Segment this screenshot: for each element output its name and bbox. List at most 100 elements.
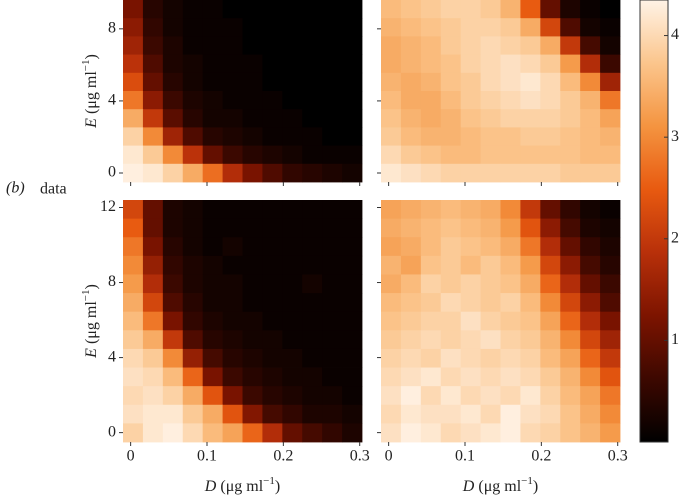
heat-cell bbox=[440, 255, 462, 275]
heat-cell bbox=[381, 255, 402, 275]
heat-cell bbox=[162, 311, 184, 331]
heat-cell bbox=[560, 18, 581, 37]
heat-cell bbox=[381, 348, 402, 368]
heat-cell bbox=[540, 0, 561, 19]
heat-cell bbox=[242, 386, 263, 406]
heat-cell bbox=[420, 163, 442, 183]
heat-cell bbox=[500, 72, 521, 92]
heat-cell bbox=[282, 218, 303, 238]
heat-cell bbox=[500, 330, 521, 350]
heat-cell bbox=[480, 330, 501, 350]
heat-cell bbox=[142, 423, 164, 443]
heat-cell bbox=[302, 404, 323, 424]
heat-cell bbox=[282, 330, 303, 350]
heat-cell bbox=[540, 386, 561, 406]
heat-cell bbox=[123, 367, 144, 387]
heat-cell bbox=[460, 54, 481, 74]
heat-cell bbox=[222, 18, 243, 37]
heat-cell bbox=[560, 218, 581, 238]
heat-cell bbox=[560, 36, 581, 55]
heat-cell bbox=[123, 404, 144, 424]
heat-cell bbox=[440, 367, 462, 387]
heat-cell bbox=[600, 54, 621, 74]
heat-cell bbox=[520, 145, 541, 165]
x-tick-label: 0.3 bbox=[608, 448, 628, 465]
heat-cell bbox=[480, 423, 501, 443]
heat-cell bbox=[460, 237, 481, 257]
heat-cell bbox=[202, 218, 223, 238]
heat-cell bbox=[322, 54, 343, 74]
heat-cell bbox=[322, 127, 343, 146]
heat-cell bbox=[282, 311, 303, 331]
heat-cell bbox=[142, 274, 164, 294]
heat-cell bbox=[560, 200, 581, 220]
heat-cell bbox=[202, 72, 223, 92]
heat-cell bbox=[302, 218, 323, 238]
heat-cell bbox=[222, 163, 243, 183]
heat-cell bbox=[322, 330, 343, 350]
heat-cell bbox=[162, 109, 184, 128]
heat-cell bbox=[540, 367, 561, 387]
heat-cell bbox=[600, 200, 621, 220]
y-tick-label: 12 bbox=[100, 198, 116, 215]
heat-cell bbox=[182, 109, 204, 128]
heat-cell bbox=[162, 72, 184, 92]
heat-cell bbox=[182, 0, 204, 19]
heat-cell bbox=[162, 274, 184, 294]
heat-cell bbox=[242, 145, 263, 165]
x-tick-label: 0.1 bbox=[197, 448, 217, 465]
y-tick-label: 0 bbox=[108, 164, 116, 181]
heat-cell bbox=[202, 423, 223, 443]
heat-cell bbox=[381, 0, 402, 19]
heat-cell bbox=[222, 293, 243, 313]
heat-cell bbox=[480, 367, 501, 387]
heat-cell bbox=[123, 36, 144, 55]
heat-cell bbox=[580, 311, 601, 331]
heat-cell bbox=[162, 163, 184, 183]
heat-cell bbox=[540, 218, 561, 238]
heat-cell bbox=[123, 330, 144, 350]
heat-cell bbox=[342, 91, 363, 110]
heat-cell bbox=[142, 145, 164, 165]
heat-cell bbox=[262, 237, 283, 257]
heat-cell bbox=[242, 200, 263, 220]
heat-cell bbox=[262, 348, 283, 368]
heat-cell bbox=[600, 367, 621, 387]
heat-cell bbox=[322, 218, 343, 238]
heat-cell bbox=[420, 237, 442, 257]
heat-cell bbox=[400, 293, 422, 313]
heat-cell bbox=[520, 255, 541, 275]
heat-cell bbox=[302, 274, 323, 294]
heat-cell bbox=[540, 145, 561, 165]
heat-cell bbox=[162, 293, 184, 313]
heat-cell bbox=[480, 145, 501, 165]
heat-cell bbox=[580, 200, 601, 220]
heat-cell bbox=[202, 54, 223, 74]
heat-cell bbox=[520, 293, 541, 313]
heat-cell bbox=[222, 0, 243, 19]
heat-cell bbox=[400, 127, 422, 146]
heat-cell bbox=[242, 18, 263, 37]
heat-cell bbox=[580, 218, 601, 238]
heat-cell bbox=[580, 163, 601, 183]
heat-cell bbox=[400, 54, 422, 74]
heat-cell bbox=[162, 348, 184, 368]
heat-cell bbox=[322, 91, 343, 110]
heat-cell bbox=[162, 237, 184, 257]
heat-cell bbox=[560, 72, 581, 92]
heat-cell bbox=[500, 54, 521, 74]
heat-cell bbox=[162, 255, 184, 275]
heat-cell bbox=[560, 109, 581, 128]
heat-cell bbox=[440, 36, 462, 55]
heat-cell bbox=[242, 163, 263, 183]
heat-cell bbox=[381, 127, 402, 146]
heat-cell bbox=[282, 0, 303, 19]
heat-cell bbox=[262, 255, 283, 275]
heat-cell bbox=[242, 274, 263, 294]
heat-cell bbox=[182, 36, 204, 55]
heat-cell bbox=[162, 386, 184, 406]
heat-cell bbox=[480, 200, 501, 220]
heat-cell bbox=[162, 218, 184, 238]
heat-cell bbox=[142, 404, 164, 424]
heat-cell bbox=[420, 109, 442, 128]
